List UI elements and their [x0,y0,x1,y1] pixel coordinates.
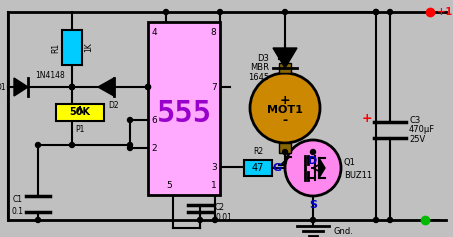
Text: 8: 8 [210,27,216,36]
Circle shape [217,9,222,14]
Text: MBR: MBR [250,64,269,73]
Circle shape [69,85,74,90]
Text: R2: R2 [253,147,263,156]
Text: 1645: 1645 [248,73,269,82]
Circle shape [198,218,202,223]
Text: Q1: Q1 [344,159,356,168]
Circle shape [387,9,392,14]
Text: 4: 4 [152,27,158,36]
Circle shape [283,9,288,14]
Circle shape [283,150,288,155]
Polygon shape [319,158,325,178]
Text: 3: 3 [211,163,217,172]
Text: S: S [309,200,317,210]
Circle shape [145,85,150,90]
Text: +12V: +12V [434,7,453,17]
Circle shape [145,85,150,90]
Circle shape [374,9,379,14]
Text: 555: 555 [156,99,212,128]
Circle shape [285,140,341,196]
Text: −: − [430,213,442,227]
Text: 1: 1 [211,181,217,190]
Bar [62,30,82,65]
Polygon shape [98,78,114,96]
Circle shape [250,73,320,143]
Text: G: G [273,163,282,173]
Text: 47: 47 [252,163,264,173]
Circle shape [164,9,169,14]
Text: 1N4148: 1N4148 [35,71,65,80]
Text: Gnd.: Gnd. [333,227,353,236]
Text: 5: 5 [167,181,173,190]
Bar [148,22,220,195]
Text: 25V: 25V [409,136,425,145]
Circle shape [69,85,74,90]
Circle shape [310,150,315,155]
Polygon shape [273,48,297,68]
Circle shape [35,142,40,147]
Bar [56,104,104,120]
Text: P1: P1 [75,126,85,135]
Polygon shape [14,78,28,96]
Text: 0.1: 0.1 [11,208,23,217]
Circle shape [387,218,392,223]
Text: 470μF: 470μF [409,126,435,135]
Circle shape [374,9,379,14]
Text: C3: C3 [409,115,420,124]
Text: D: D [308,156,318,166]
Circle shape [127,142,132,147]
Text: -: - [282,114,288,127]
Text: D1: D1 [0,82,6,91]
Circle shape [35,218,40,223]
Text: C2: C2 [215,204,225,213]
Text: D3: D3 [257,54,269,63]
Circle shape [69,142,74,147]
Text: 0.01: 0.01 [215,213,232,222]
Text: +: + [280,94,290,106]
Bar [244,160,272,176]
Text: C1: C1 [13,196,23,205]
Text: MOT1: MOT1 [267,105,303,115]
Text: 2: 2 [151,144,157,153]
Text: 6: 6 [151,116,157,125]
Text: 7: 7 [211,83,217,92]
Circle shape [310,218,315,223]
Text: 1K: 1K [84,43,93,52]
Circle shape [127,146,132,150]
Bar [279,63,291,73]
Text: 50K: 50K [69,107,91,117]
Circle shape [69,85,74,90]
Bar [279,143,291,153]
Text: +: + [361,111,372,124]
Circle shape [212,218,217,223]
Text: BUZ11: BUZ11 [344,170,372,179]
Circle shape [374,218,379,223]
Text: D2: D2 [109,101,119,110]
Circle shape [127,118,132,123]
Text: R1: R1 [51,42,60,53]
